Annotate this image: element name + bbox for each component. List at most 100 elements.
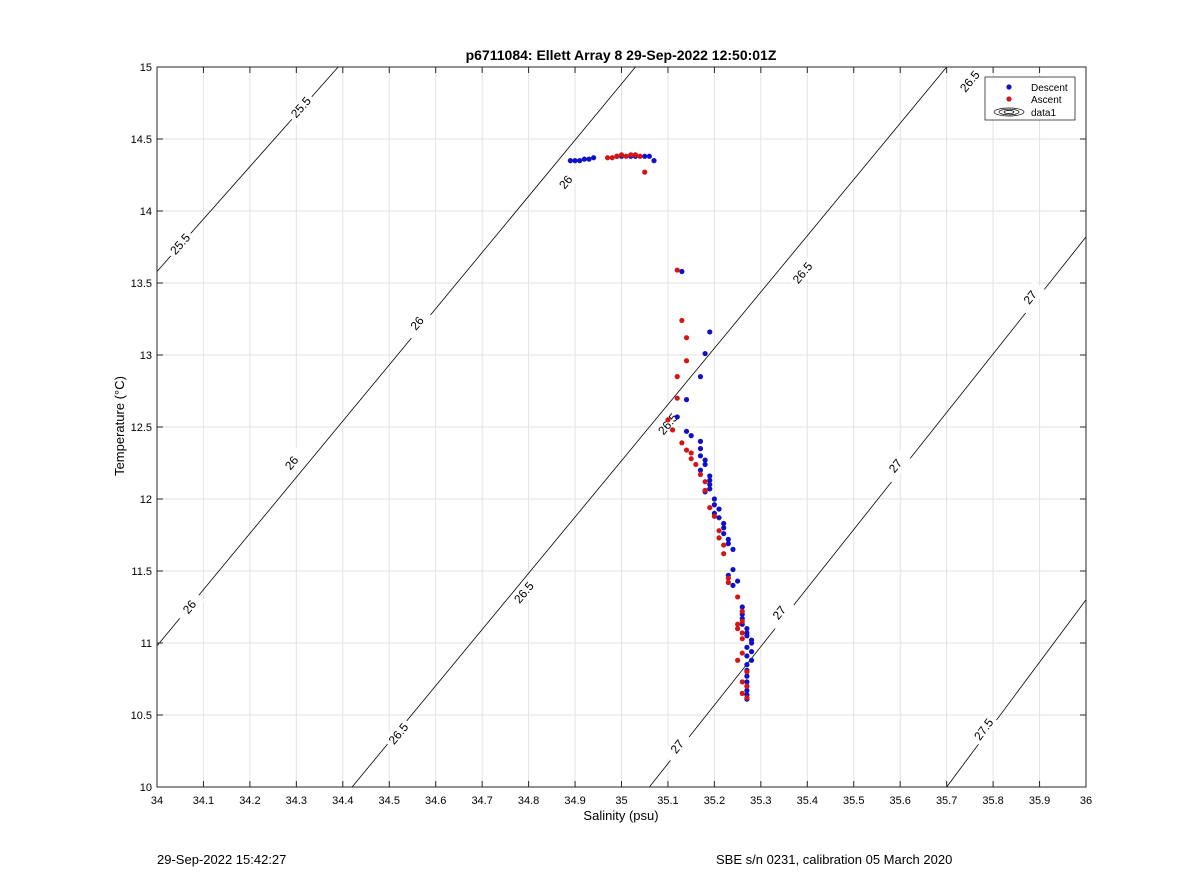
ascent-point bbox=[739, 608, 745, 614]
y-tick-label: 10 bbox=[140, 782, 152, 794]
y-tick-label: 11.5 bbox=[131, 566, 152, 578]
ascent-point bbox=[679, 440, 685, 446]
descent-point bbox=[744, 626, 750, 632]
descent-point bbox=[577, 158, 583, 164]
descent-point bbox=[702, 461, 708, 468]
ascent-point bbox=[683, 447, 690, 453]
x-tick-label: 34.6 bbox=[425, 795, 446, 807]
x-tick-label: 35.5 bbox=[843, 795, 864, 807]
descent-point bbox=[651, 158, 657, 164]
x-tick-label: 34.9 bbox=[564, 795, 585, 807]
y-tick-label: 13.5 bbox=[131, 278, 152, 290]
ascent-point bbox=[744, 683, 750, 689]
ascent-point bbox=[735, 657, 741, 663]
descent-point bbox=[744, 662, 750, 668]
ascent-point bbox=[679, 317, 685, 324]
data-points bbox=[567, 152, 755, 702]
x-tick-label: 35.6 bbox=[889, 795, 910, 807]
ascent-point bbox=[739, 650, 745, 656]
ascent-point bbox=[604, 155, 611, 161]
x-tick-label: 34.8 bbox=[518, 795, 539, 807]
descent-point bbox=[707, 329, 713, 335]
descent-point bbox=[707, 482, 713, 488]
ascent-point bbox=[744, 669, 750, 675]
descent-point bbox=[721, 525, 727, 531]
ascent-point bbox=[674, 395, 680, 401]
y-tick-label: 13 bbox=[140, 350, 152, 362]
ascent-point bbox=[735, 594, 741, 600]
legend-label: Ascent bbox=[1031, 95, 1062, 106]
descent-point bbox=[730, 566, 736, 573]
y-tick-label: 12 bbox=[140, 494, 152, 506]
axis-ticks: 34 34.1 34.2 34.3 34.4 34.5 34.6 34.7 34.8 34.9 35… bbox=[131, 62, 1093, 807]
ascent-point bbox=[632, 152, 639, 158]
descent-point bbox=[697, 467, 704, 473]
descent-point bbox=[683, 428, 690, 434]
descent-point bbox=[744, 644, 750, 650]
ascent-point bbox=[609, 155, 615, 161]
x-tick-label: 34.7 bbox=[471, 795, 492, 807]
y-tick-label: 11 bbox=[141, 638, 152, 650]
contour-label-bg bbox=[508, 575, 540, 610]
ascent-point bbox=[614, 153, 620, 159]
contour-label-bg bbox=[1014, 280, 1046, 315]
ascent-point bbox=[702, 487, 708, 493]
ascent-point bbox=[739, 618, 745, 625]
legend-contour-icon bbox=[993, 107, 1025, 117]
legend-label: Descent bbox=[1031, 83, 1068, 94]
descent-point bbox=[721, 520, 727, 527]
contour-label-bg bbox=[763, 596, 796, 630]
y-axis-label: Temperature (°C) bbox=[112, 376, 127, 476]
x-tick-label: 35.7 bbox=[936, 795, 957, 807]
descent-point bbox=[679, 268, 685, 275]
legend-label: data1 bbox=[1031, 108, 1056, 119]
legend-box bbox=[984, 76, 1076, 121]
contour-label-bg bbox=[173, 590, 206, 624]
ascent-point bbox=[688, 456, 694, 462]
x-tick-label: 34.5 bbox=[379, 795, 400, 807]
legend-contour-icon bbox=[1003, 110, 1015, 114]
descent-point bbox=[567, 158, 574, 164]
ascent-point bbox=[739, 630, 745, 636]
descent-point bbox=[642, 153, 648, 159]
descent-point bbox=[591, 155, 597, 161]
descent-point bbox=[697, 446, 704, 452]
x-tick-label: 35.9 bbox=[1029, 795, 1050, 807]
ascent-point bbox=[665, 417, 671, 423]
ascent-point bbox=[628, 152, 634, 158]
descent-point bbox=[683, 397, 690, 403]
ascent-point bbox=[683, 358, 690, 364]
y-tick-label: 12.5 bbox=[131, 422, 152, 434]
legend-contour-icon bbox=[998, 108, 1020, 116]
contour-label-bg bbox=[401, 306, 433, 340]
ascent-point bbox=[693, 461, 699, 468]
y-tick-label: 10.5 bbox=[131, 710, 152, 722]
contour-line-26 bbox=[156, 66, 636, 647]
descent-point bbox=[716, 515, 722, 521]
descent-point bbox=[725, 536, 731, 542]
footer-timestamp: 29-Sep-2022 15:42:27 bbox=[157, 852, 287, 867]
x-tick-label: 35.4 bbox=[797, 795, 818, 807]
descent-point bbox=[707, 486, 713, 492]
x-tick-label: 35 bbox=[615, 795, 627, 807]
contour-label-bg bbox=[968, 712, 1000, 747]
contour-line-26.5 bbox=[351, 66, 947, 788]
descent-point bbox=[721, 530, 727, 537]
descent-point bbox=[730, 546, 736, 553]
descent-point bbox=[702, 350, 708, 357]
descent-point bbox=[702, 457, 708, 463]
contour-label-bg bbox=[275, 446, 308, 480]
legend-marker-ascent bbox=[1006, 96, 1012, 102]
y-tick-label: 14.5 bbox=[131, 134, 152, 146]
x-tick-label: 34.2 bbox=[239, 795, 260, 807]
chart-title: p6711084: Ellett Array 8 29-Sep-2022 12:… bbox=[466, 47, 777, 63]
descent-point bbox=[744, 673, 750, 679]
density-contours: 25.525.52626262626.526.526.526.526.52727… bbox=[156, 64, 1087, 788]
descent-point bbox=[744, 679, 750, 685]
descent-point bbox=[716, 506, 722, 512]
ascent-point bbox=[697, 471, 704, 478]
contour-label-bg bbox=[786, 256, 819, 290]
descent-point bbox=[744, 687, 750, 694]
x-tick-label: 36 bbox=[1080, 795, 1092, 807]
